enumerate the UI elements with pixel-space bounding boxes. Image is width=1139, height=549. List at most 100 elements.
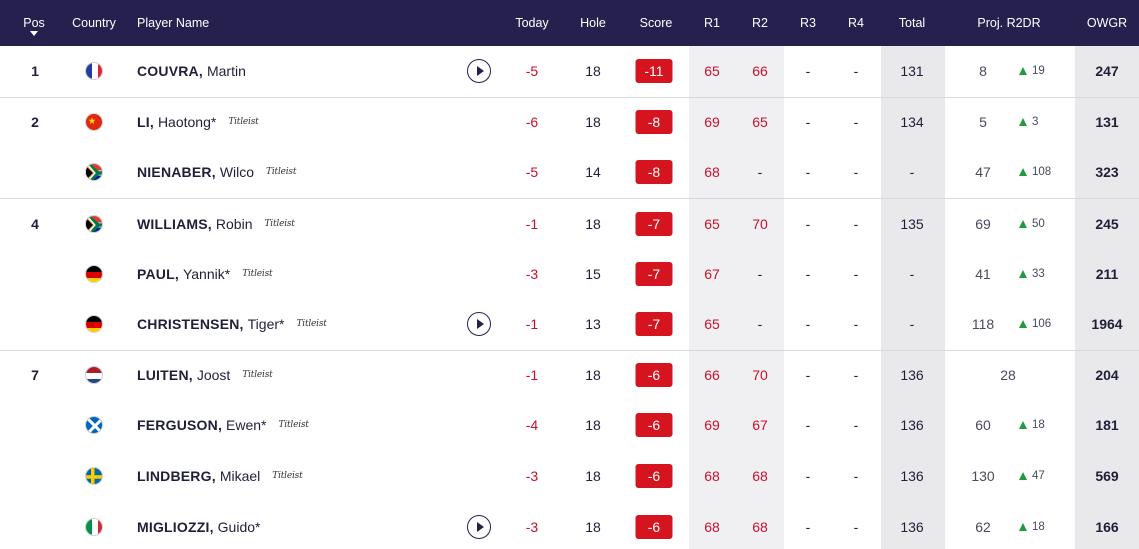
today-score: -1 [525, 316, 539, 333]
play-icon[interactable] [467, 312, 491, 337]
table-row[interactable]: PAUL, Yannik* Titleist -3 15 -7 67 - - - - 41 33 211 [0, 248, 1139, 299]
round-1-score: 65 [704, 215, 720, 232]
sweden-flag-icon [85, 467, 103, 486]
player-first-name[interactable]: Mikael [219, 468, 261, 485]
header-owgr[interactable]: OWGR [1086, 16, 1128, 30]
header-country[interactable]: Country [72, 16, 116, 30]
header-total[interactable]: Total [898, 16, 926, 30]
player-first-name[interactable]: Yannik* [182, 265, 231, 282]
country-flag [85, 501, 103, 549]
header-r1[interactable]: R1 [704, 16, 720, 30]
owgr-rank: 181 [1095, 417, 1119, 434]
table-row[interactable]: CHRISTENSEN, Tiger* Titleist -1 13 -7 65 - - - - 11… [0, 299, 1139, 350]
player-name[interactable]: MIGLIOZZI, Guido* [137, 501, 260, 549]
movement: 47 [1019, 451, 1045, 502]
table-row[interactable]: 4 WILLIAMS, Robin Titleist -1 18 -7 65 70 - - 135 69… [0, 197, 1139, 249]
player-last-name[interactable]: LINDBERG, [137, 468, 216, 485]
table-row[interactable]: 7 LUITEN, Joost Titleist -1 18 -6 66 70 - - 136 28 20… [0, 349, 1139, 401]
arrow-up-icon [1019, 472, 1027, 481]
play-icon[interactable] [467, 59, 491, 84]
player-last-name[interactable]: MIGLIOZZI, [137, 518, 214, 535]
player-name[interactable]: NIENABER, Wilco Titleist [137, 147, 296, 198]
player-name[interactable]: PAUL, Yannik* Titleist [137, 248, 273, 299]
player-first-name[interactable]: Wilco [219, 164, 255, 181]
position: 4 [31, 215, 39, 232]
round-2-score: 70 [752, 215, 768, 232]
player-first-name[interactable]: Martin [206, 63, 246, 80]
player-name[interactable]: LUITEN, Joost Titleist [137, 351, 273, 401]
round-4-score: - [853, 114, 859, 131]
owgr-rank: 247 [1095, 63, 1119, 80]
owgr-rank: 131 [1095, 114, 1119, 131]
player-name[interactable]: CHRISTENSEN, Tiger* Titleist [137, 299, 327, 350]
country-flag [85, 299, 103, 350]
play-video-button[interactable] [467, 299, 491, 350]
table-row[interactable]: NIENABER, Wilco Titleist -5 14 -8 68 - - - - 47 108 3… [0, 147, 1139, 198]
movement: 108 [1019, 147, 1051, 198]
arrow-up-icon [1019, 219, 1027, 228]
player-first-name[interactable]: Ewen* [226, 417, 267, 434]
player-first-name[interactable]: Joost [196, 367, 231, 384]
header-r4[interactable]: R4 [848, 16, 864, 30]
round-1-score: 67 [704, 265, 720, 282]
netherlands-flag-icon [85, 366, 103, 385]
header-score[interactable]: Score [639, 16, 673, 30]
player-name[interactable]: COUVRA, Martin [137, 46, 246, 97]
header-today[interactable]: Today [515, 16, 549, 30]
round-2-score: 68 [752, 518, 768, 535]
round-3-score: - [805, 417, 811, 434]
movement: 3 [1019, 98, 1038, 148]
owgr-rank: 166 [1095, 518, 1119, 535]
round-4-score: - [853, 164, 859, 181]
player-name[interactable]: LI, Haotong* Titleist [137, 98, 259, 148]
sort-down-icon[interactable] [30, 31, 38, 36]
arrow-up-icon [1019, 67, 1027, 76]
player-last-name[interactable]: LUITEN, [137, 367, 193, 384]
header-r3[interactable]: R3 [800, 16, 816, 30]
player-last-name[interactable]: CHRISTENSEN, [137, 316, 244, 333]
round-4-score: - [853, 518, 859, 535]
scotland-flag-icon [85, 416, 103, 435]
player-last-name[interactable]: PAUL, [137, 265, 179, 282]
score-value: -8 [635, 110, 673, 135]
total-strokes: 136 [900, 367, 924, 384]
play-icon[interactable] [467, 514, 491, 539]
projected-r2dr: 118 [971, 316, 995, 333]
player-first-name[interactable]: Tiger* [247, 316, 285, 333]
header-player-name[interactable]: Player Name [137, 16, 210, 30]
titleist-logo-icon: Titleist [266, 167, 297, 178]
owgr-rank: 1964 [1091, 316, 1123, 333]
projected-r2dr: 60 [975, 417, 991, 434]
player-last-name[interactable]: NIENABER, [137, 164, 216, 181]
round-2-score: - [757, 164, 763, 181]
player-last-name[interactable]: FERGUSON, [137, 417, 223, 434]
total-strokes: 136 [900, 417, 924, 434]
table-row[interactable]: MIGLIOZZI, Guido* -3 18 -6 68 68 - - 136 62 18 166 [0, 501, 1139, 549]
table-row[interactable]: LINDBERG, Mikael Titleist -3 18 -6 68 68 - - 136 13… [0, 451, 1139, 502]
player-first-name[interactable]: Guido* [217, 518, 261, 535]
player-first-name[interactable]: Haotong* [157, 114, 217, 131]
player-last-name[interactable]: COUVRA, [137, 63, 203, 80]
header-hole[interactable]: Hole [580, 16, 606, 30]
player-first-name[interactable]: Robin [215, 215, 253, 232]
movement: 50 [1019, 199, 1045, 249]
table-row[interactable]: FERGUSON, Ewen* Titleist -4 18 -6 69 67 - - 136 60 1… [0, 400, 1139, 451]
score-value: -7 [635, 312, 673, 337]
play-video-button[interactable] [467, 501, 491, 549]
player-last-name[interactable]: LI, [137, 114, 154, 131]
play-video-button[interactable] [467, 46, 491, 97]
table-row[interactable]: 2 LI, Haotong* Titleist -6 18 -8 69 65 - - 134 5 3 131 [0, 96, 1139, 148]
header-r2[interactable]: R2 [752, 16, 768, 30]
round-2-score: 67 [752, 417, 768, 434]
header-proj-r2dr[interactable]: Proj. R2DR [977, 16, 1041, 30]
table-row[interactable]: 1 COUVRA, Martin -5 18 -11 65 66 - - 131 8 19 247 [0, 46, 1139, 97]
player-name[interactable]: FERGUSON, Ewen* Titleist [137, 400, 309, 451]
player-last-name[interactable]: WILLIAMS, [137, 215, 212, 232]
movement: 33 [1019, 248, 1045, 299]
header-pos[interactable]: Pos [23, 16, 45, 30]
titleist-logo-icon: Titleist [242, 268, 273, 279]
total-score-badge: -7 [635, 248, 673, 299]
country-flag [85, 98, 103, 148]
player-name[interactable]: WILLIAMS, Robin Titleist [137, 199, 295, 249]
player-name[interactable]: LINDBERG, Mikael Titleist [137, 451, 303, 502]
